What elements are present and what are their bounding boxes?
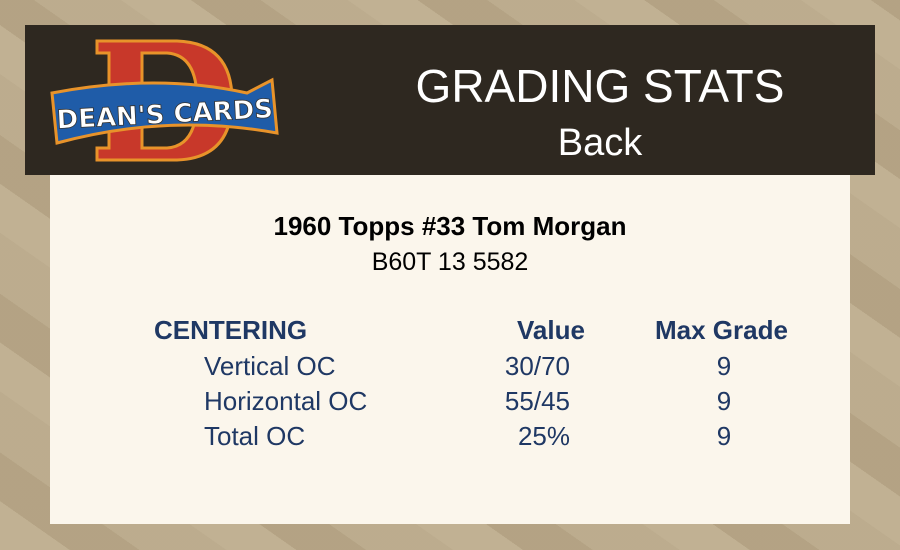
page-title: GRADING STATS (415, 60, 785, 112)
page-subtitle: Back (557, 122, 643, 164)
deans-cards-logo: DEAN'S CARDS (50, 39, 279, 162)
row-value: 30/70 (504, 351, 570, 381)
row-max: 9 (716, 351, 732, 381)
max-grade-header: Max Grade (655, 315, 788, 345)
row-label: Horizontal OC (204, 386, 368, 416)
row-max: 9 (716, 421, 732, 451)
row-label: Total OC (204, 421, 306, 451)
value-header: Value (517, 315, 585, 345)
row-max: 9 (716, 386, 732, 416)
card-name: 1960 Topps #33 Tom Morgan (273, 211, 627, 241)
card-code: B60T 13 5582 (371, 248, 529, 276)
header: DEAN'S CARDS GRADING STATS Back (25, 25, 875, 175)
stats-panel: 1960 Topps #33 Tom Morgan B60T 13 5582 C… (50, 175, 850, 524)
row-value: 25% (517, 421, 570, 451)
centering-header: CENTERING (154, 315, 308, 345)
row-label: Vertical OC (204, 351, 336, 381)
row-value: 55/45 (504, 386, 570, 416)
